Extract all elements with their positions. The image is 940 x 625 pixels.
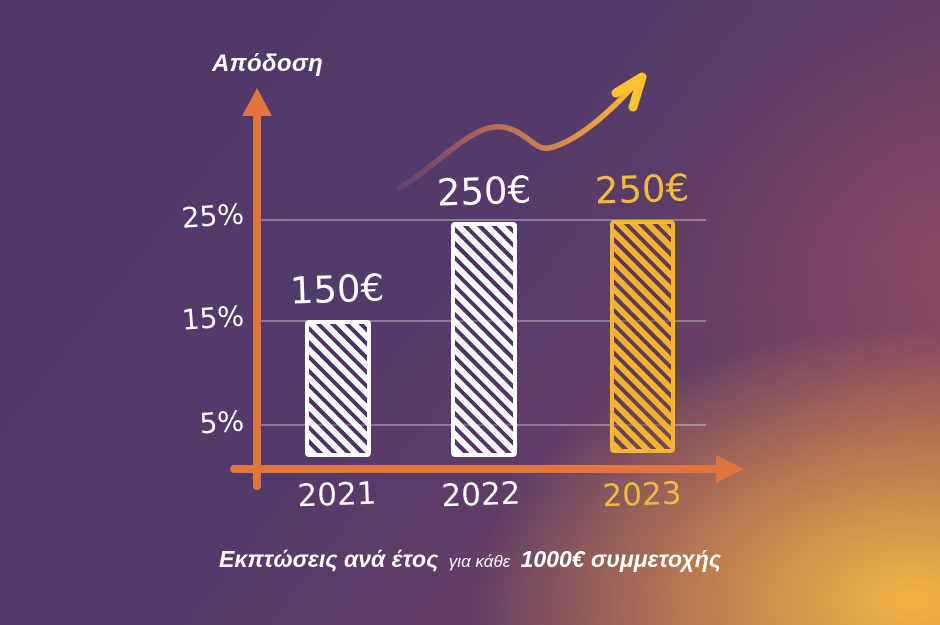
bar-2023 xyxy=(610,220,675,453)
x-axis-arrowhead-icon xyxy=(716,455,744,483)
x-axis-line xyxy=(230,465,722,473)
trend-arrow-icon xyxy=(397,72,647,191)
caption-amount: 1000€ συμμετοχής xyxy=(520,546,721,572)
bar-value-label-2021: 150€ xyxy=(289,266,385,313)
y-tick-label-25: 25% xyxy=(180,197,246,235)
x-tick-label-2023: 2023 xyxy=(601,475,683,515)
y-axis-arrowhead-icon xyxy=(242,88,272,116)
gridline-25 xyxy=(261,219,706,221)
bar-2021 xyxy=(305,320,371,457)
x-tick-label-2021: 2021 xyxy=(296,475,378,515)
y-tick-label-5: 5% xyxy=(198,404,246,441)
y-axis-title: Απόδοση xyxy=(212,50,324,77)
caption: Εκπτώσεις ανά έτος για κάθε 1000€ συμμετ… xyxy=(0,546,940,573)
y-tick-label-15: 15% xyxy=(180,299,246,337)
y-axis-line xyxy=(253,106,261,490)
caption-connector: για κάθε xyxy=(448,552,511,571)
bar-2022 xyxy=(451,222,517,457)
caption-main: Εκπτώσεις ανά έτος xyxy=(219,546,439,572)
x-tick-label-2022: 2022 xyxy=(440,475,522,515)
